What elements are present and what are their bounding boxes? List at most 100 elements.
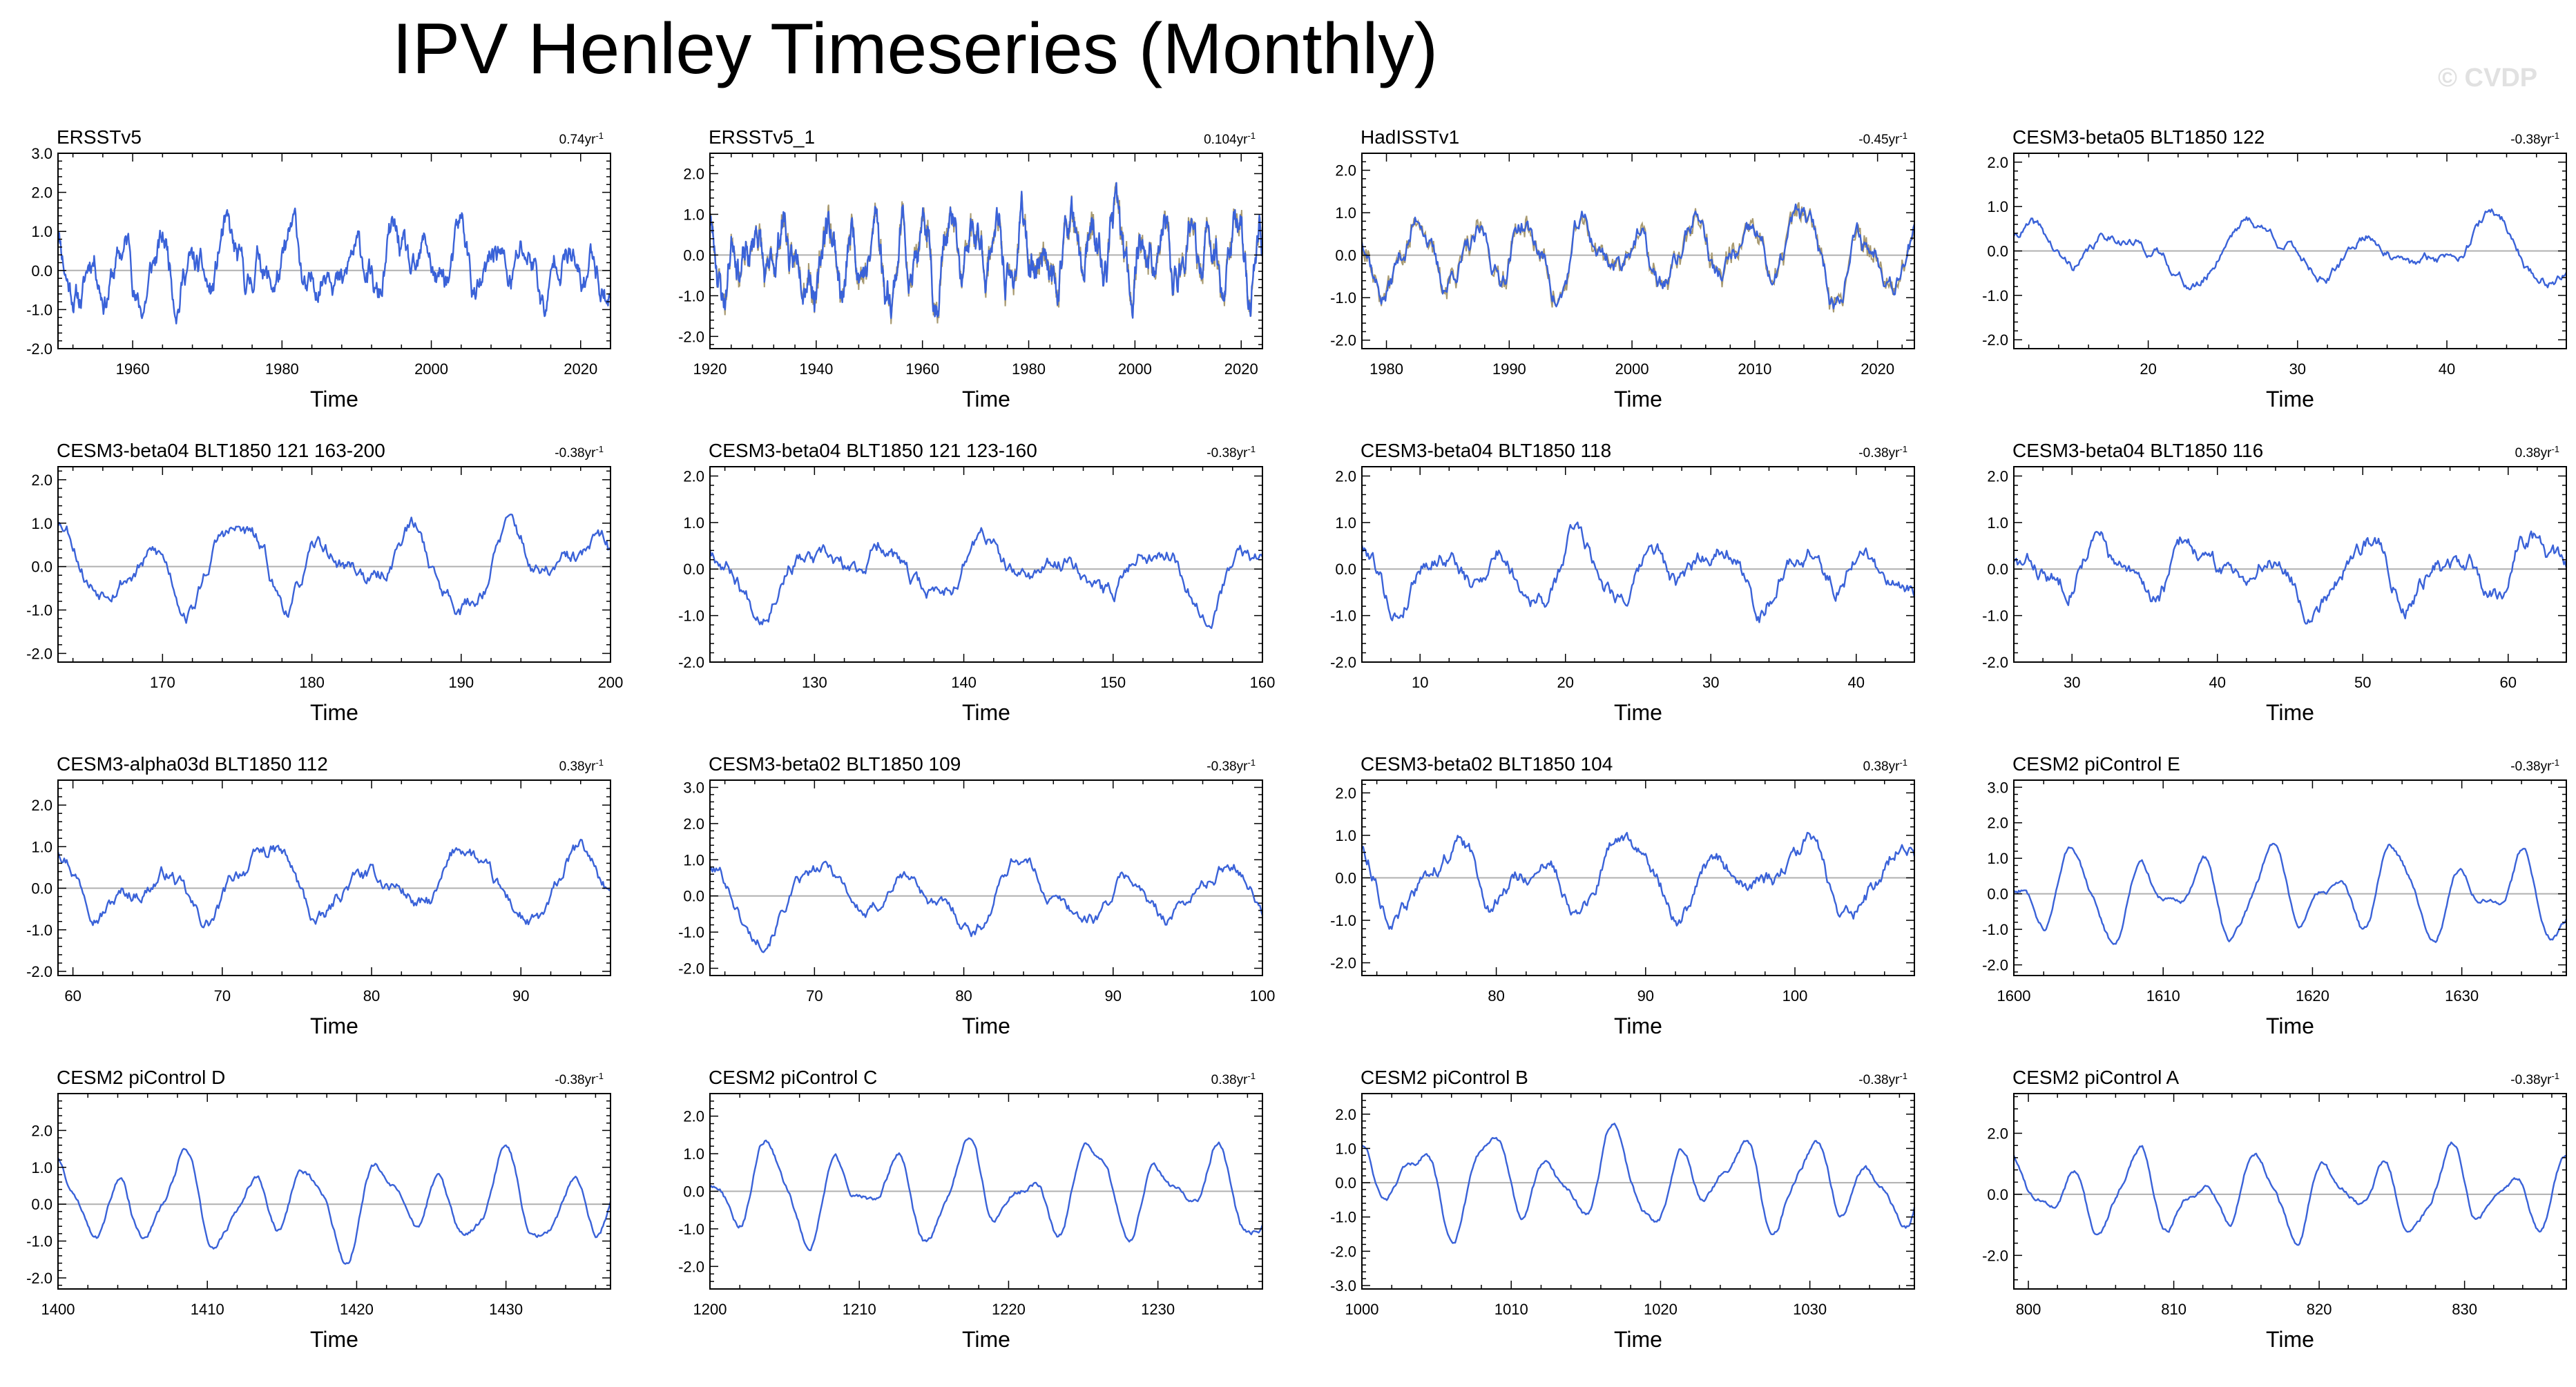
x-tick-label: 810 (2161, 1301, 2186, 1318)
x-tick-label: 1220 (992, 1301, 1026, 1318)
page-title: IPV Henley Timeseries (Monthly) (392, 9, 1439, 89)
chart-panel: CESM3-beta04 BLT1850 121 123-160 -0.38yr-… (662, 436, 1283, 740)
y-tick-label: -2.0 (1982, 1247, 2008, 1264)
y-tick-label: 1.0 (31, 223, 52, 240)
chart-panel: CESM3-beta04 BLT1850 121 163-200 -0.38yr-… (10, 436, 631, 740)
y-tick-label: 1.0 (31, 1159, 52, 1176)
y-tick-label: -2.0 (26, 340, 52, 358)
y-tick-label: -1.0 (1982, 287, 2008, 304)
chart-svg: CESM3-beta05 BLT1850 122 -0.38yr-1 -2.0 -1.… (1982, 126, 2568, 411)
x-tick-label: 40 (2209, 674, 2225, 691)
y-tick-label: 1.0 (683, 1145, 704, 1163)
y-tick-label: 1.0 (683, 851, 704, 869)
chart-svg: CESM2 piControl D -0.38yr-1 -2.0 -1.0 0.0 1.0… (26, 1067, 612, 1352)
panel-title: CESM2 piControl E (2012, 753, 2180, 775)
x-tick-label: 1200 (693, 1301, 727, 1318)
panel-title: CESM3-beta05 BLT1850 122 (2012, 126, 2265, 148)
series-line (57, 838, 611, 929)
y-tick-label: -2.0 (1330, 1243, 1356, 1260)
y-tick-label: 1.0 (1335, 514, 1356, 532)
y-tick-label: -1.0 (678, 287, 704, 304)
plot-frame (2013, 466, 2567, 663)
panel-title: CESM2 piControl C (709, 1067, 877, 1088)
series-line (57, 513, 611, 624)
plot-frame (2013, 779, 2567, 976)
x-tick-label: 1630 (2445, 987, 2479, 1005)
plot-frame (709, 153, 1263, 349)
x-tick-label: 10 (1412, 674, 1428, 691)
trend-label: -0.38yr-1 (1858, 444, 1907, 460)
y-tick-label: 0.0 (683, 888, 704, 905)
plot-frame (709, 779, 1263, 976)
chart-svg: CESM3-alpha03d BLT1850 112 0.38yr-1 -2.0 -1… (26, 753, 611, 1038)
y-tick-label: -1.0 (1982, 608, 2008, 625)
y-tick-label: 2.0 (31, 472, 52, 489)
x-tick-label: 1430 (489, 1301, 523, 1318)
chart-svg: ERSSTv5_1 0.104yr-1 -2.0 -1.0 0.0 1.0 2.0 1920 1… (678, 126, 1264, 411)
y-tick-label: -2.0 (1330, 955, 1356, 972)
y-tick-label: 2.0 (1987, 154, 2008, 171)
trend-label: 0.38yr-1 (1863, 757, 1907, 774)
trend-label: 0.38yr-1 (1211, 1071, 1256, 1087)
x-tick-label: 1940 (799, 360, 833, 378)
y-tick-label: 2.0 (1335, 784, 1356, 802)
y-tick-label: -1.0 (678, 1221, 704, 1238)
x-tick-label: 1920 (693, 360, 727, 378)
y-tick-label: 1.0 (1335, 204, 1356, 222)
x-tick-label: 90 (1637, 987, 1654, 1005)
y-tick-label: 3.0 (1987, 779, 2008, 796)
x-tick-label: 1980 (1012, 360, 1046, 378)
x-tick-label: 2000 (1118, 360, 1152, 378)
trend-label: -0.38yr-1 (2510, 130, 2559, 147)
y-tick-label: 1.0 (1987, 850, 2008, 867)
chart-svg: CESM3-beta04 BLT1850 116 0.38yr-1 -2.0 -1.0… (1982, 440, 2568, 725)
trend-label: -0.45yr-1 (1858, 130, 1907, 147)
panel-title: CESM2 piControl A (2012, 1067, 2180, 1088)
x-axis-label: Time (962, 387, 1010, 411)
trend-label: 0.74yr-1 (559, 130, 604, 147)
x-tick-label: 60 (2500, 674, 2517, 691)
series-line (709, 857, 1264, 953)
chart-svg: CESM3-beta04 BLT1850 121 123-160 -0.38yr-… (678, 440, 1275, 725)
y-tick-label: -1.0 (1330, 289, 1356, 307)
y-tick-label: 0.0 (1335, 247, 1356, 264)
panel-title: CESM3-beta04 BLT1850 116 (2012, 440, 2263, 461)
x-axis-label: Time (2266, 1327, 2314, 1352)
y-tick-label: 1.0 (1335, 827, 1356, 844)
chart-svg: CESM2 piControl A -0.38yr-1 -2.0 0.0 2.0 800 8… (1982, 1067, 2567, 1352)
y-tick-label: 2.0 (31, 1122, 52, 1139)
trend-label: 0.38yr-1 (559, 757, 604, 774)
x-tick-label: 800 (2016, 1301, 2041, 1318)
panel-title: HadISSTv1 (1361, 126, 1459, 148)
x-tick-label: 1030 (1793, 1301, 1827, 1318)
chart-panel: CESM2 piControl E -0.38yr-1 -2.0 -1.0 0.0 1.0… (1965, 750, 2576, 1054)
y-tick-label: -2.0 (678, 960, 704, 978)
y-tick-label: -3.0 (1330, 1277, 1356, 1294)
y-tick-label: -1.0 (678, 924, 704, 941)
y-tick-label: 2.0 (1987, 467, 2008, 485)
y-tick-label: -1.0 (1982, 921, 2008, 938)
x-axis-label: Time (2266, 387, 2314, 411)
y-tick-label: -1.0 (1330, 1209, 1356, 1226)
plot-frame (57, 466, 611, 663)
y-tick-label: -1.0 (26, 922, 52, 939)
x-tick-label: 100 (1782, 987, 1808, 1005)
trend-label: -0.38yr-1 (555, 1071, 604, 1087)
x-tick-label: 2010 (1738, 360, 1771, 378)
y-tick-label: 3.0 (31, 145, 52, 162)
y-tick-label: -1.0 (26, 602, 52, 619)
x-tick-label: 2020 (1224, 360, 1258, 378)
chart-panel: CESM3-beta02 BLT1850 104 0.38yr-1 -2.0 -1.0… (1314, 750, 1935, 1054)
x-tick-label: 1410 (191, 1301, 224, 1318)
series-line (1361, 203, 1916, 310)
x-tick-label: 70 (214, 987, 231, 1005)
panel-title: ERSSTv5 (57, 126, 142, 148)
x-tick-label: 1010 (1494, 1301, 1528, 1318)
y-tick-label: 2.0 (683, 815, 704, 833)
series-line-secondary (709, 182, 1263, 324)
y-tick-label: -2.0 (1330, 332, 1356, 349)
x-tick-label: 820 (2307, 1301, 2332, 1318)
plot-frame (2013, 1093, 2567, 1290)
y-tick-label: 2.0 (683, 1108, 704, 1125)
chart-panel: CESM2 piControl C 0.38yr-1 -2.0 -1.0 0.0 1.0 2… (662, 1063, 1283, 1367)
